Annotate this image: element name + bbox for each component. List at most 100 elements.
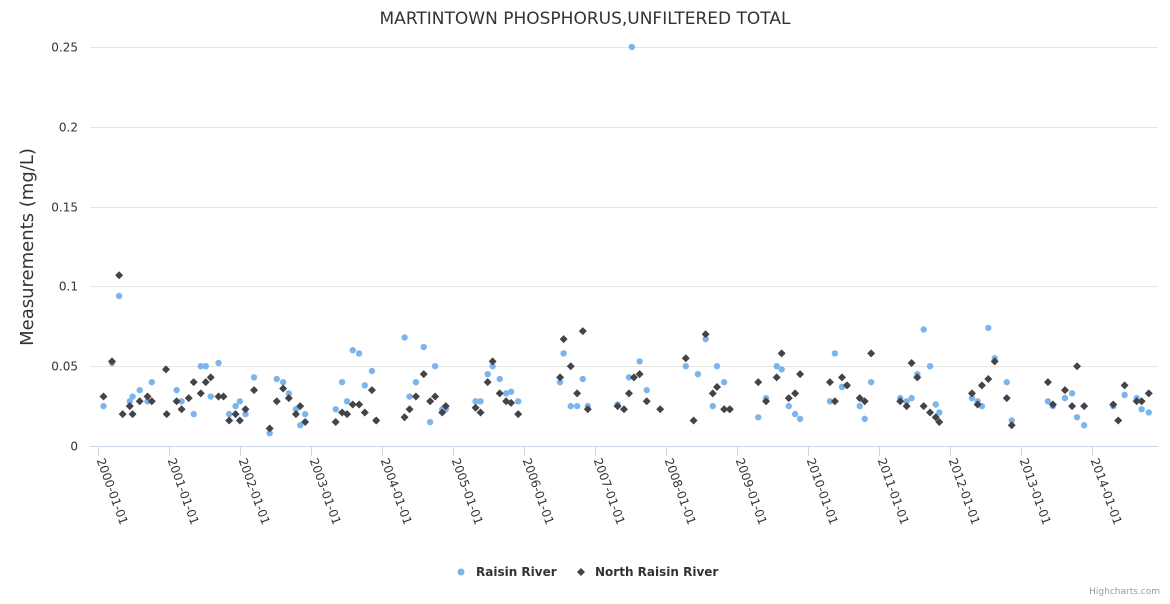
data-point[interactable] <box>861 415 868 423</box>
data-point[interactable] <box>681 354 690 363</box>
data-point[interactable] <box>196 389 205 398</box>
data-point[interactable] <box>285 390 293 397</box>
data-point[interactable] <box>855 394 864 403</box>
data-point[interactable] <box>355 400 364 409</box>
data-point[interactable] <box>613 402 622 411</box>
data-point[interactable] <box>566 362 575 371</box>
data-point[interactable] <box>231 410 240 419</box>
data-point[interactable] <box>207 393 214 400</box>
data-point[interactable] <box>762 397 771 406</box>
data-point[interactable] <box>514 410 523 419</box>
data-point[interactable] <box>162 410 171 419</box>
data-point[interactable] <box>135 397 144 406</box>
data-point[interactable] <box>579 375 587 383</box>
data-point[interactable] <box>919 402 928 411</box>
data-point[interactable] <box>1068 390 1076 397</box>
data-point[interactable] <box>931 413 940 422</box>
data-point[interactable] <box>178 398 185 405</box>
data-point[interactable] <box>420 343 427 351</box>
data-point[interactable] <box>360 408 369 417</box>
data-point[interactable] <box>773 363 780 370</box>
data-point[interactable] <box>778 366 785 373</box>
data-point[interactable] <box>400 413 409 422</box>
data-point[interactable] <box>1008 417 1015 424</box>
data-point[interactable] <box>438 408 447 417</box>
data-point[interactable] <box>867 349 876 358</box>
data-point[interactable] <box>1043 378 1052 387</box>
data-point[interactable] <box>990 357 999 366</box>
data-point[interactable] <box>1121 391 1128 399</box>
data-point[interactable] <box>1073 414 1081 421</box>
data-point[interactable] <box>784 394 793 403</box>
data-point[interactable] <box>826 398 834 405</box>
data-point[interactable] <box>426 418 434 426</box>
data-point[interactable] <box>343 398 351 405</box>
data-point[interactable] <box>296 402 305 411</box>
data-point[interactable] <box>1080 402 1089 411</box>
data-point[interactable] <box>219 392 228 401</box>
data-point[interactable] <box>189 378 198 387</box>
data-point[interactable] <box>215 359 222 367</box>
data-point[interactable] <box>484 370 491 378</box>
data-point[interactable] <box>1114 416 1123 425</box>
data-point[interactable] <box>242 410 249 418</box>
data-point[interactable] <box>367 386 376 395</box>
data-point[interactable] <box>201 378 210 387</box>
data-point[interactable] <box>115 292 123 300</box>
data-point[interactable] <box>689 416 698 425</box>
data-point[interactable] <box>573 389 582 398</box>
data-point[interactable] <box>708 389 717 398</box>
credits-link[interactable]: Highcharts.com <box>1089 587 1160 597</box>
data-point[interactable] <box>241 405 250 414</box>
data-point[interactable] <box>903 398 910 405</box>
data-point[interactable] <box>1048 400 1057 409</box>
data-point[interactable] <box>625 374 633 381</box>
data-point[interactable] <box>161 365 170 374</box>
data-point[interactable] <box>977 381 986 390</box>
data-point[interactable] <box>825 378 834 387</box>
data-point[interactable] <box>932 401 939 408</box>
data-point[interactable] <box>147 397 156 406</box>
data-point[interactable] <box>426 397 435 406</box>
data-point[interactable] <box>1044 398 1052 405</box>
data-point[interactable] <box>682 363 689 370</box>
data-point[interactable] <box>100 402 107 410</box>
data-point[interactable] <box>232 402 239 410</box>
data-point[interactable] <box>301 418 310 427</box>
data-point[interactable] <box>635 370 644 379</box>
data-point[interactable] <box>643 386 650 394</box>
legend-item-north-raisin-river[interactable]: North Raisin River <box>577 565 718 579</box>
data-point[interactable] <box>173 386 180 394</box>
data-point[interactable] <box>136 386 143 394</box>
data-point[interactable] <box>489 363 496 370</box>
data-point[interactable] <box>796 370 805 379</box>
data-point[interactable] <box>115 271 124 280</box>
data-point[interactable] <box>118 410 127 419</box>
data-point[interactable] <box>1068 402 1077 411</box>
data-point[interactable] <box>1080 422 1088 429</box>
data-point[interactable] <box>583 405 592 414</box>
data-point[interactable] <box>514 398 522 405</box>
data-point[interactable] <box>361 382 369 389</box>
data-point[interactable] <box>291 410 300 419</box>
data-point[interactable] <box>656 405 665 414</box>
data-point[interactable] <box>1002 394 1011 403</box>
data-point[interactable] <box>99 392 108 401</box>
data-point[interactable] <box>265 424 274 433</box>
data-point[interactable] <box>129 393 136 400</box>
data-point[interactable] <box>867 378 875 386</box>
data-point[interactable] <box>507 398 516 407</box>
data-point[interactable] <box>702 335 709 343</box>
data-point[interactable] <box>902 402 911 411</box>
data-point[interactable] <box>896 397 905 406</box>
data-point[interactable] <box>177 405 186 414</box>
data-point[interactable] <box>720 378 728 386</box>
data-point[interactable] <box>1109 400 1118 409</box>
data-point[interactable] <box>279 384 288 393</box>
data-point[interactable] <box>332 406 339 413</box>
data-point[interactable] <box>502 390 510 397</box>
data-point[interactable] <box>296 422 304 429</box>
data-point[interactable] <box>266 430 273 437</box>
data-point[interactable] <box>578 327 587 336</box>
data-point[interactable] <box>496 375 503 383</box>
